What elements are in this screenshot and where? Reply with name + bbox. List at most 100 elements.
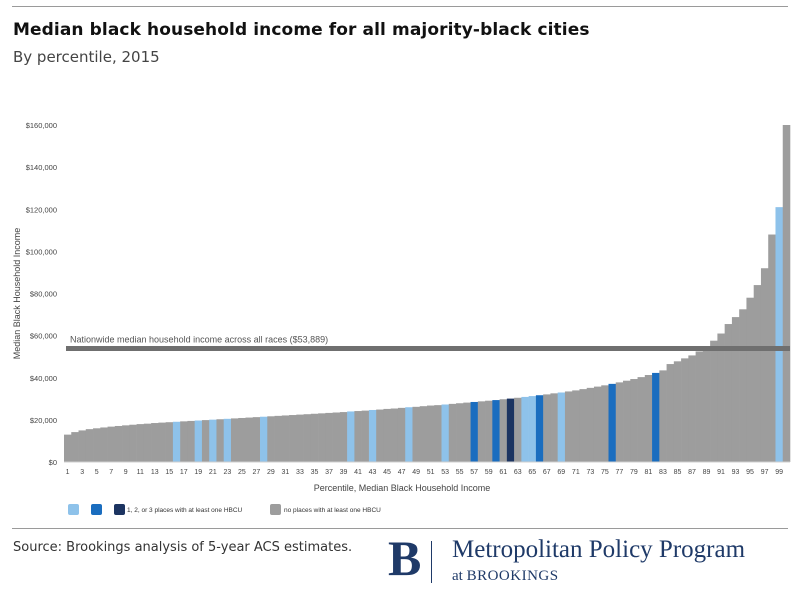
x-tick-label: 89 — [703, 469, 711, 476]
bar-percentile-79 — [630, 379, 638, 462]
x-tick-label: 69 — [557, 469, 565, 476]
x-tick-label: 79 — [630, 469, 638, 476]
bar-percentile-14 — [158, 422, 166, 462]
bar-percentile-38 — [332, 412, 341, 462]
x-tick-label: 7 — [109, 469, 113, 476]
bar-percentile-67 — [543, 394, 551, 462]
bar-percentile-41 — [354, 411, 362, 462]
x-tick-label: 63 — [514, 469, 522, 476]
bar-percentile-34 — [303, 414, 312, 462]
bar-percentile-8 — [114, 425, 123, 462]
bar-percentile-75 — [601, 385, 609, 462]
x-tick-label: 9 — [124, 469, 128, 476]
x-tick-label: 71 — [572, 469, 580, 476]
bottom-rule — [12, 528, 788, 529]
logo-program-name: Metropolitan Policy Program — [452, 536, 746, 563]
bar-percentile-27 — [252, 417, 261, 462]
y-tick-label: $140,000 — [26, 163, 57, 172]
x-tick-label: 19 — [194, 469, 202, 476]
bar-percentile-36 — [318, 413, 326, 462]
bar-percentile-7 — [107, 426, 116, 462]
x-tick-label: 31 — [282, 469, 290, 476]
bar-percentile-77 — [615, 382, 624, 462]
bar-percentile-87 — [688, 355, 696, 462]
bar-percentile-61 — [499, 399, 508, 462]
bar-percentile-42 — [361, 410, 370, 462]
logo-org-line: at BROOKINGS — [452, 568, 559, 585]
bar-percentile-78 — [623, 380, 631, 462]
x-tick-label: 83 — [659, 469, 667, 476]
bar-percentile-90 — [710, 340, 718, 462]
bar-percentile-37 — [325, 412, 333, 462]
x-tick-label: 11 — [137, 469, 144, 476]
x-tick-label: 53 — [441, 469, 449, 476]
bar-percentile-85 — [673, 361, 682, 462]
x-tick-label: 61 — [499, 469, 507, 476]
bar-percentile-29 — [267, 416, 275, 462]
legend-swatch-hbcu-2 — [91, 504, 102, 515]
top-rule — [12, 6, 788, 7]
bar-percentile-53 — [441, 404, 450, 462]
bar-percentile-82 — [652, 372, 660, 462]
x-tick-label: 75 — [601, 469, 609, 476]
bar-percentile-18 — [187, 420, 195, 462]
x-tick-label: 59 — [485, 469, 493, 476]
bar-percentile-83 — [659, 370, 667, 462]
bar-percentile-65 — [528, 396, 537, 462]
x-tick-label: 43 — [369, 469, 377, 476]
y-tick-label: $60,000 — [30, 332, 57, 341]
bar-percentile-93 — [731, 317, 740, 462]
y-tick-label: $0 — [49, 458, 57, 467]
x-tick-label: 93 — [732, 469, 740, 476]
bar-percentile-80 — [637, 377, 646, 462]
chart-title: Median black household income for all ma… — [13, 20, 590, 40]
bar-percentile-47 — [397, 407, 406, 462]
x-tick-label: 5 — [95, 469, 99, 476]
legend-swatch-hbcu-1 — [68, 504, 79, 515]
bar-percentile-25 — [238, 417, 246, 462]
x-tick-label: 99 — [775, 469, 783, 476]
bar-percentile-23 — [223, 418, 232, 462]
x-tick-label: 25 — [238, 469, 246, 476]
x-tick-label: 37 — [325, 469, 333, 476]
x-tick-label: 77 — [615, 469, 623, 476]
legend-label-hbcu: 1, 2, or 3 places with at least one HBCU — [127, 507, 243, 514]
logo-divider — [431, 541, 432, 583]
y-tick-label: $80,000 — [30, 290, 57, 299]
x-tick-label: 85 — [674, 469, 682, 476]
bar-percentile-96 — [753, 285, 762, 462]
bar-percentile-33 — [296, 414, 304, 462]
x-tick-label: 91 — [717, 469, 725, 476]
bar-percentile-72 — [579, 389, 588, 462]
bar-percentile-45 — [383, 408, 391, 462]
x-tick-label: 13 — [151, 469, 159, 476]
x-tick-label: 3 — [80, 469, 84, 476]
bar-percentile-73 — [586, 387, 595, 462]
bar-percentile-4 — [85, 429, 94, 462]
y-axis-label: Median Black Household Income — [12, 228, 22, 360]
x-tick-label: 51 — [427, 469, 435, 476]
bar-percentile-92 — [724, 324, 733, 462]
bar-percentile-43 — [368, 409, 377, 462]
x-tick-label: 21 — [209, 469, 217, 476]
x-tick-label: 27 — [252, 469, 260, 476]
bar-percentile-13 — [151, 423, 159, 462]
bar-percentile-21 — [209, 419, 217, 462]
bar-percentile-59 — [485, 400, 493, 462]
bar-percentile-52 — [434, 405, 442, 462]
bar-percentile-51 — [427, 405, 435, 462]
bar-percentile-84 — [666, 364, 675, 462]
bar-percentile-88 — [695, 351, 704, 462]
x-axis-label: Percentile, Median Black Household Incom… — [314, 483, 491, 493]
bar-percentile-24 — [230, 418, 239, 462]
bar-percentile-40 — [347, 411, 355, 462]
x-tick-label: 17 — [180, 469, 188, 476]
y-tick-label: $20,000 — [30, 416, 57, 425]
bar-percentile-10 — [129, 424, 137, 462]
bar-percentile-11 — [136, 424, 145, 462]
x-tick-label: 65 — [528, 469, 536, 476]
logo-at: at — [452, 568, 463, 584]
bar-percentile-66 — [535, 395, 544, 462]
bar-percentile-6 — [100, 427, 108, 462]
bar-percentile-55 — [456, 403, 464, 462]
